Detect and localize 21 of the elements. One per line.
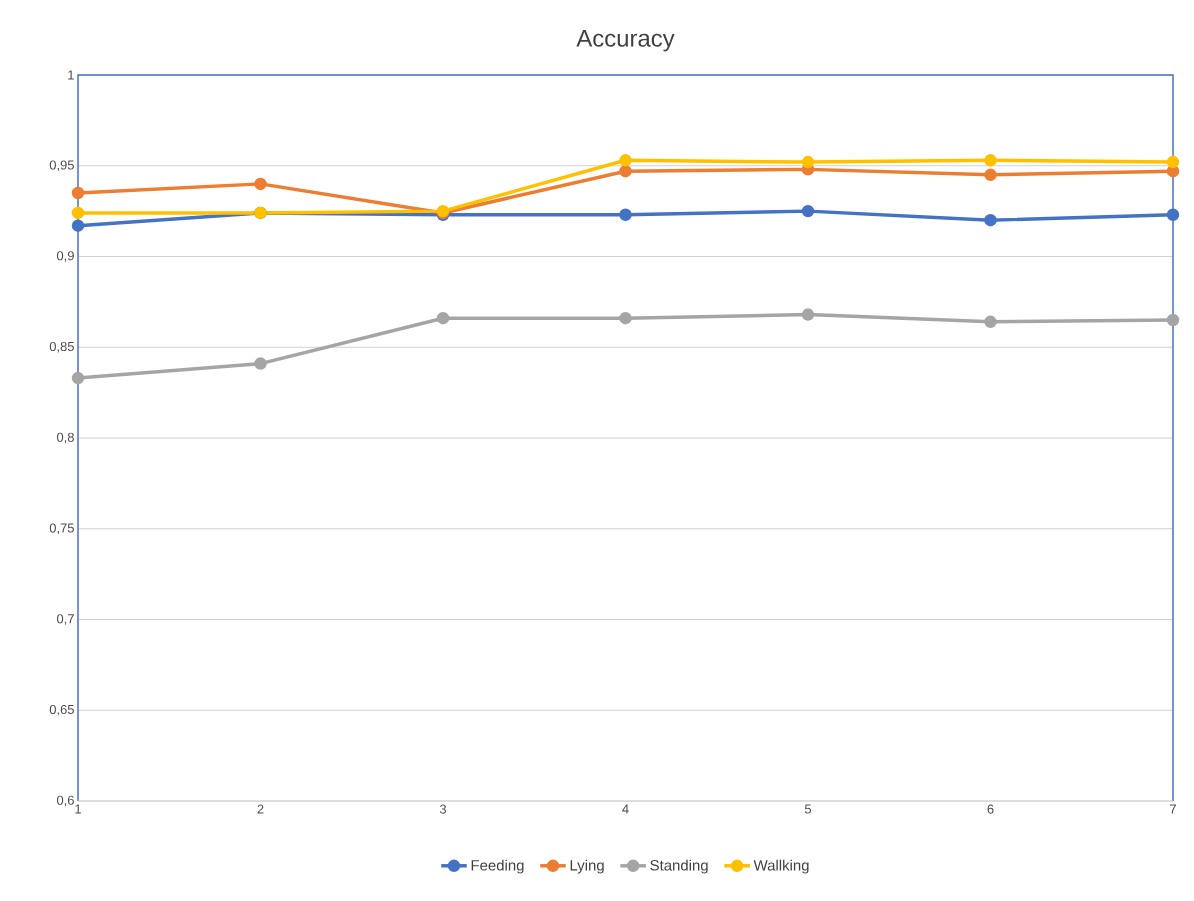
legend-label: Feeding	[471, 859, 524, 874]
y-tick-label: 0,7	[56, 614, 74, 625]
x-tick-label: 3	[439, 804, 447, 814]
y-tick-label: 0,75	[49, 523, 74, 535]
x-tick-label: 7	[1170, 804, 1176, 814]
legend-label: Standing	[650, 859, 708, 874]
y-tick-label: 0,9	[56, 251, 74, 262]
chart-title: Accuracy	[576, 30, 675, 52]
x-tick-label: 4	[622, 804, 629, 814]
x-tick-label: 6	[987, 804, 994, 814]
legend-label: Lying	[570, 859, 604, 874]
x-tick-label: 5	[804, 804, 812, 814]
x-tick-label: 1	[75, 804, 81, 814]
legend-label: Wallking	[753, 859, 809, 874]
y-tick-label: 0,85	[49, 341, 74, 353]
y-tick-label: 1	[68, 70, 74, 80]
y-tick-label: 0,8	[56, 432, 74, 444]
y-tick-label: 0,65	[49, 704, 74, 716]
x-tick-label: 2	[257, 804, 264, 814]
y-tick-label: 0,95	[49, 160, 74, 172]
y-tick-label: 0,6	[56, 795, 74, 807]
